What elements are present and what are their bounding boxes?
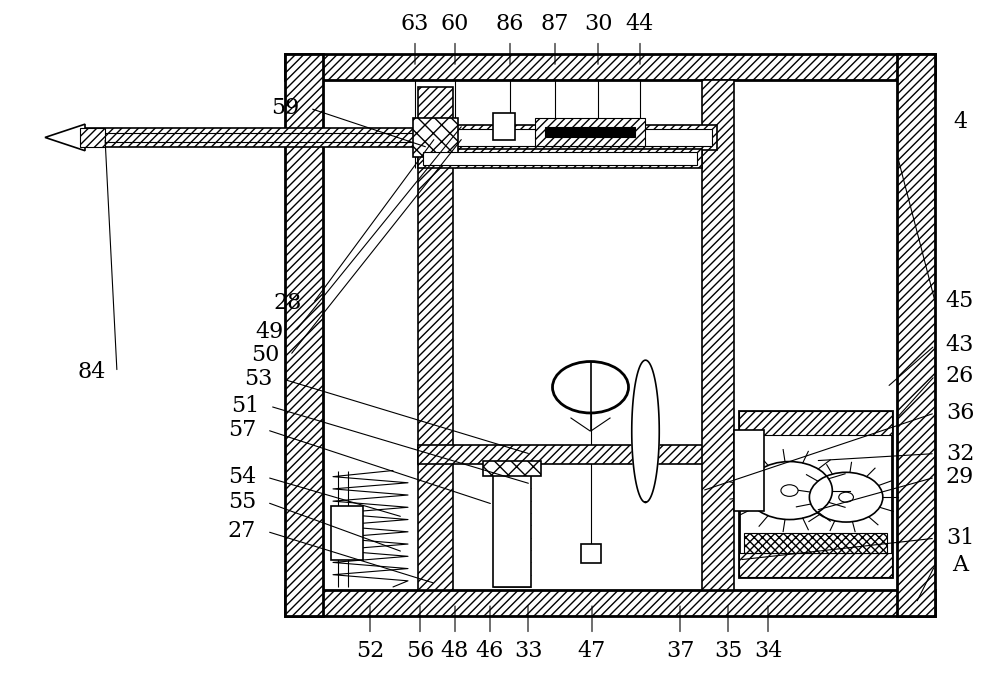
Circle shape — [839, 492, 853, 502]
Bar — [331, 506, 363, 560]
Bar — [323, 80, 897, 590]
Text: 44: 44 — [626, 13, 654, 35]
Bar — [702, 80, 734, 590]
Bar — [493, 113, 515, 140]
Text: 53: 53 — [244, 368, 272, 390]
Bar — [739, 411, 892, 435]
Bar — [418, 125, 717, 150]
Text: 31: 31 — [946, 527, 974, 549]
Text: 59: 59 — [271, 97, 299, 119]
Text: 32: 32 — [946, 443, 974, 464]
Text: 47: 47 — [578, 640, 606, 662]
Text: 34: 34 — [754, 640, 782, 662]
Text: 57: 57 — [228, 419, 256, 441]
Bar — [418, 149, 702, 168]
Text: 33: 33 — [514, 640, 542, 662]
Text: 84: 84 — [78, 362, 106, 383]
Bar — [85, 128, 483, 147]
Text: 87: 87 — [541, 13, 569, 35]
Bar — [418, 445, 732, 464]
Bar — [285, 54, 935, 80]
Text: 37: 37 — [666, 640, 694, 662]
Text: 46: 46 — [476, 640, 504, 662]
Text: 56: 56 — [406, 640, 434, 662]
Text: 52: 52 — [356, 640, 384, 662]
Bar — [739, 411, 892, 577]
Bar — [423, 152, 697, 165]
Text: 54: 54 — [228, 466, 256, 488]
Text: 4: 4 — [953, 111, 967, 133]
Bar — [483, 461, 541, 476]
Bar — [493, 464, 531, 587]
Text: 50: 50 — [251, 345, 279, 366]
Bar — [80, 128, 105, 147]
Text: 36: 36 — [946, 402, 974, 424]
Text: 86: 86 — [496, 13, 524, 35]
Bar — [413, 118, 458, 157]
Bar — [744, 533, 887, 553]
Bar — [85, 133, 483, 142]
Circle shape — [781, 485, 798, 496]
Bar — [897, 54, 935, 616]
Text: 51: 51 — [231, 395, 259, 417]
Bar — [580, 544, 600, 563]
Text: A: A — [952, 554, 968, 576]
Text: 45: 45 — [946, 290, 974, 312]
Bar — [734, 430, 764, 511]
Text: 49: 49 — [256, 321, 284, 343]
Text: 26: 26 — [946, 365, 974, 387]
Text: 48: 48 — [441, 640, 469, 662]
Text: 30: 30 — [584, 13, 612, 35]
Text: 27: 27 — [228, 521, 256, 542]
Text: 43: 43 — [946, 334, 974, 356]
Text: 60: 60 — [441, 13, 469, 35]
Bar — [285, 590, 935, 616]
Bar — [545, 127, 635, 137]
Text: 55: 55 — [228, 492, 256, 513]
Text: 63: 63 — [401, 13, 429, 35]
Bar — [285, 54, 323, 616]
Polygon shape — [632, 360, 659, 502]
Text: 28: 28 — [274, 292, 302, 314]
Text: 35: 35 — [714, 640, 742, 662]
Polygon shape — [45, 124, 85, 151]
Bar — [739, 553, 892, 577]
Bar — [418, 87, 453, 590]
Text: 29: 29 — [946, 466, 974, 488]
Bar — [423, 129, 712, 146]
Bar — [535, 118, 645, 146]
